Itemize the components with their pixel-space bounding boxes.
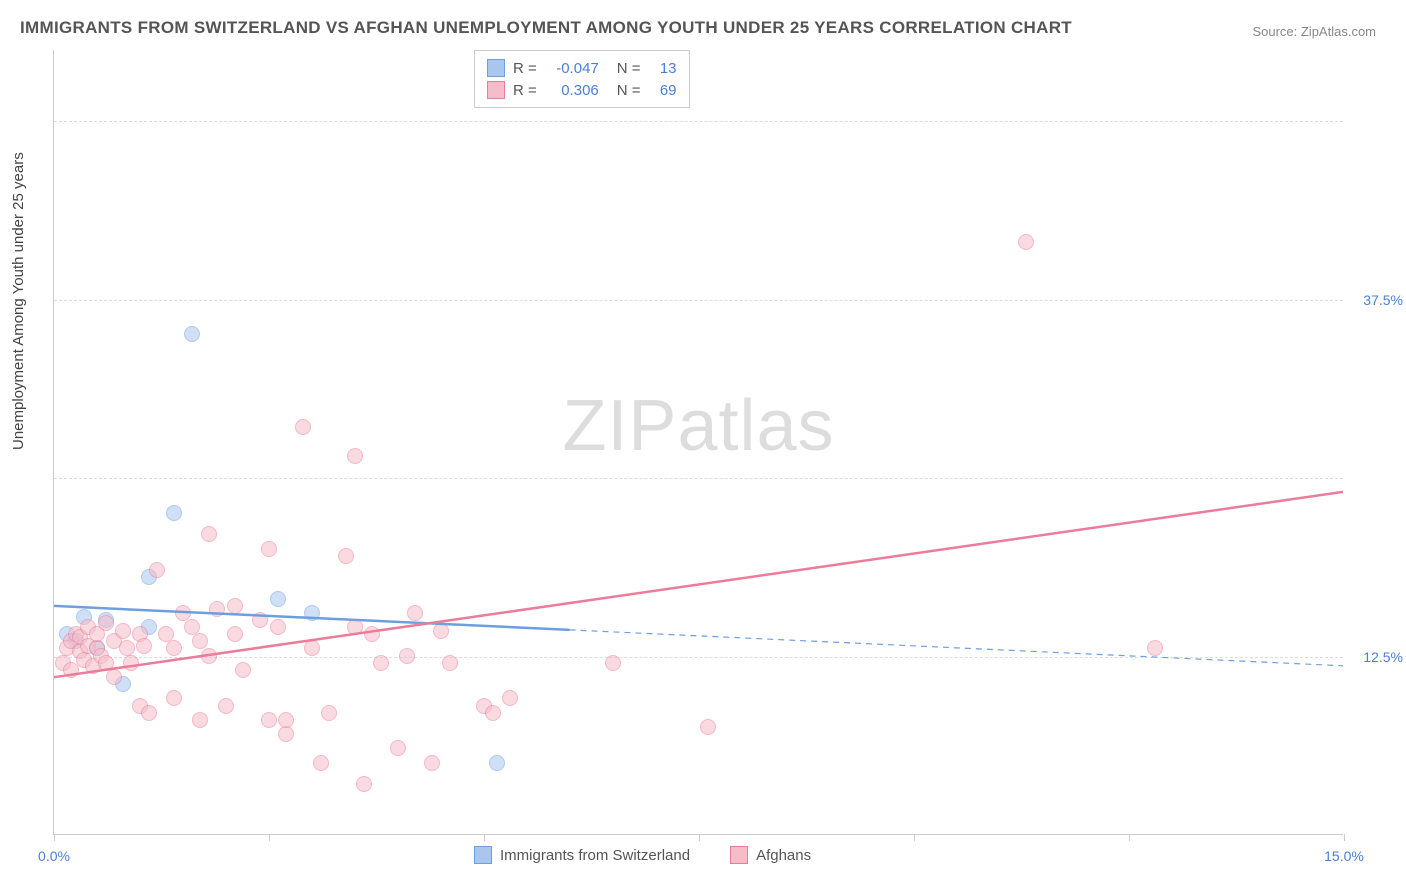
legend-swatch-afghan [487,81,505,99]
trendline-swiss-dashed [570,630,1343,666]
x-tick-label: 0.0% [38,848,70,864]
x-tick [269,834,270,841]
scatter-point-afghan [270,619,286,635]
scatter-point-afghan [115,623,131,639]
scatter-point-swiss [270,591,286,607]
legend-r-value-afghan: 0.306 [545,82,599,99]
legend-swatch-afghan [730,846,748,864]
legend-swatch-swiss [474,846,492,864]
legend-n-value-afghan: 69 [649,82,677,99]
gridline [54,300,1343,301]
scatter-point-afghan [1018,234,1034,250]
scatter-point-afghan [192,712,208,728]
scatter-point-afghan [209,601,225,617]
scatter-point-afghan [700,719,716,735]
scatter-point-afghan [227,626,243,642]
x-tick [914,834,915,841]
scatter-point-afghan [227,598,243,614]
legend-row-swiss: R = -0.047 N = 13 [487,57,677,79]
scatter-point-afghan [321,705,337,721]
legend-label-afghan: Afghans [756,847,811,864]
scatter-point-swiss [489,755,505,771]
scatter-point-afghan [278,726,294,742]
legend-label-swiss: Immigrants from Switzerland [500,847,690,864]
scatter-point-afghan [399,648,415,664]
source-attribution: Source: ZipAtlas.com [1252,24,1376,39]
scatter-point-afghan [424,755,440,771]
correlation-legend: R = -0.047 N = 13 R = 0.306 N = 69 [474,50,690,108]
gridline [54,121,1343,122]
legend-n-label: N = [617,60,641,77]
scatter-point-afghan [201,526,217,542]
scatter-point-swiss [184,326,200,342]
y-tick-label: 12.5% [1363,649,1403,665]
scatter-point-afghan [433,623,449,639]
scatter-point-afghan [1147,640,1163,656]
scatter-point-afghan [261,712,277,728]
scatter-point-afghan [407,605,423,621]
scatter-point-afghan [364,626,380,642]
watermark-light: atlas [677,386,834,466]
legend-r-value-swiss: -0.047 [545,60,599,77]
x-tick [1129,834,1130,841]
scatter-point-swiss [304,605,320,621]
scatter-point-afghan [295,419,311,435]
legend-n-value-swiss: 13 [649,60,677,77]
legend-r-label: R = [513,60,537,77]
legend-r-label: R = [513,82,537,99]
x-tick-label: 15.0% [1324,848,1364,864]
x-tick [54,834,55,841]
legend-row-afghan: R = 0.306 N = 69 [487,79,677,101]
scatter-point-afghan [261,541,277,557]
legend-swatch-swiss [487,59,505,77]
scatter-point-afghan [502,690,518,706]
watermark: ZIPatlas [562,385,834,467]
x-tick [699,834,700,841]
scatter-point-afghan [485,705,501,721]
x-tick [1344,834,1345,841]
watermark-bold: ZIP [562,386,677,466]
gridline [54,478,1343,479]
scatter-point-afghan [605,655,621,671]
legend-item-swiss: Immigrants from Switzerland [474,846,690,864]
scatter-point-afghan [166,690,182,706]
scatter-point-afghan [106,669,122,685]
scatter-point-afghan [442,655,458,671]
scatter-point-afghan [304,640,320,656]
scatter-point-afghan [149,562,165,578]
scatter-point-afghan [356,776,372,792]
scatter-point-afghan [338,548,354,564]
x-tick [484,834,485,841]
series-legend: Immigrants from Switzerland Afghans [474,846,811,864]
chart-title: IMMIGRANTS FROM SWITZERLAND VS AFGHAN UN… [20,18,1072,38]
scatter-point-afghan [166,640,182,656]
scatter-point-afghan [347,448,363,464]
y-tick-label: 37.5% [1363,292,1403,308]
scatter-point-afghan [141,705,157,721]
legend-item-afghan: Afghans [730,846,811,864]
scatter-point-afghan [278,712,294,728]
scatter-point-afghan [373,655,389,671]
scatter-point-afghan [313,755,329,771]
scatter-point-afghan [123,655,139,671]
scatter-point-swiss [166,505,182,521]
legend-n-label: N = [617,82,641,99]
y-axis-label: Unemployment Among Youth under 25 years [10,152,27,450]
scatter-point-afghan [252,612,268,628]
scatter-point-afghan [347,619,363,635]
scatter-point-afghan [201,648,217,664]
scatter-point-afghan [235,662,251,678]
scatter-point-afghan [98,615,114,631]
scatter-point-afghan [136,638,152,654]
plot-area: ZIPatlas R =-0.047N =13R =0.306N =69 Imm… [53,50,1343,835]
scatter-point-afghan [390,740,406,756]
gridline [54,657,1343,658]
scatter-point-afghan [218,698,234,714]
